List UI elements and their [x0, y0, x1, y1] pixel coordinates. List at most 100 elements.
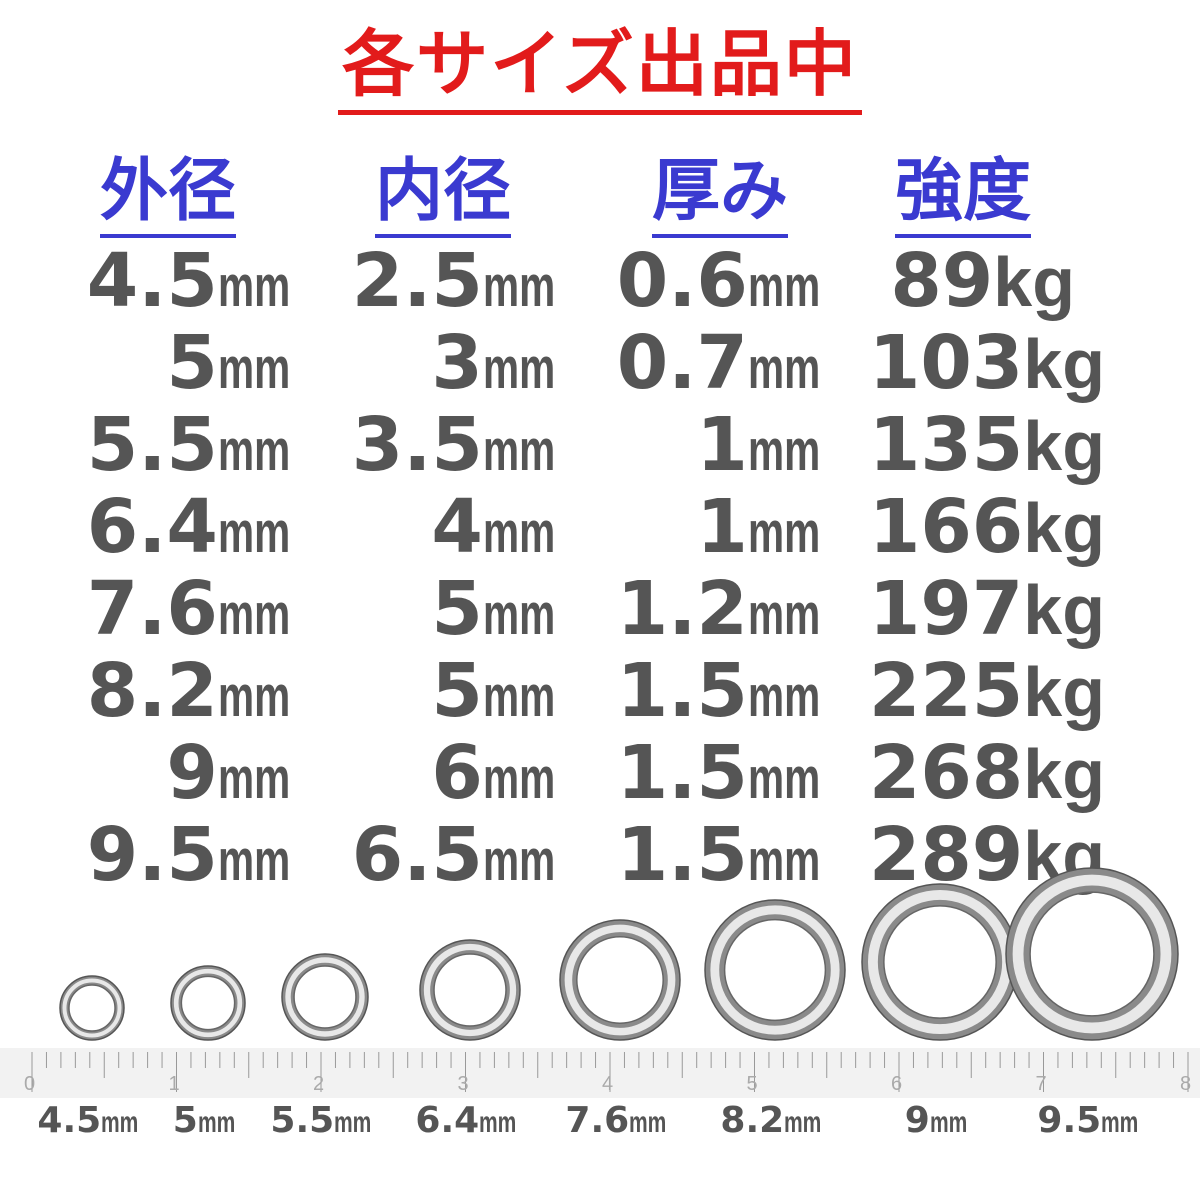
ring-inner-edge — [68, 984, 116, 1032]
ring-edge — [704, 899, 846, 1041]
ring-size-unit: mm — [197, 1106, 236, 1139]
ring-inner-edge — [433, 953, 507, 1027]
ring-size-value: 6.4 — [415, 1100, 480, 1141]
cell-unit: kg — [1023, 325, 1105, 403]
ring-inner-edge — [723, 918, 827, 1022]
ring-size-value: 5.5 — [270, 1100, 335, 1141]
ring-size-value: 4.5 — [37, 1100, 102, 1141]
cell-value: 0.7 — [616, 320, 748, 406]
cell-unit: kg — [1023, 489, 1105, 567]
table-cell: 5mm — [87, 322, 305, 404]
cell-unit: mm — [217, 746, 291, 811]
cell-unit: mm — [217, 336, 291, 401]
ring-size-unit: mm — [479, 1106, 517, 1139]
ring-size-label: 9.5mm — [1022, 1100, 1162, 1141]
ring-highlight — [868, 890, 1012, 1034]
cell-value: 5 — [431, 566, 483, 652]
cell-value: 1.5 — [616, 730, 748, 816]
ruler-label: 8 — [1180, 1073, 1191, 1095]
table-cell: 3.5mm — [352, 404, 570, 486]
cell-value: 8.2 — [86, 648, 218, 734]
ring-inner-edge — [576, 936, 664, 1024]
table-cell: 1.5mm — [617, 650, 835, 732]
ruler-label: 5 — [747, 1073, 758, 1095]
ring-size-unit: mm — [784, 1106, 822, 1139]
table-cell: 166kg — [869, 486, 1105, 568]
table-cell: 5mm — [352, 568, 570, 650]
cell-unit: mm — [482, 500, 556, 565]
cell-value: 1.5 — [616, 648, 748, 734]
table-cell: 1mm — [617, 486, 835, 568]
ring-size-unit: mm — [929, 1106, 968, 1139]
cell-value: 197 — [868, 566, 1024, 652]
cell-unit: kg — [1023, 407, 1105, 485]
table-cell: 6.5mm — [352, 814, 570, 896]
cell-unit: kg — [1023, 653, 1105, 731]
thickness-column: 0.6mm 0.7mm 1mm 1mm 1.2mm 1.5mm 1.5mm 1.5mm — [617, 240, 835, 896]
ring-inner-edge — [1029, 891, 1155, 1017]
table-cell: 289kg — [869, 814, 1105, 896]
table-cell: 197kg — [869, 568, 1105, 650]
cell-unit: mm — [482, 582, 556, 647]
table-cell: 9mm — [87, 732, 305, 814]
ruler-label: 4 — [602, 1073, 613, 1095]
header-outer-diameter: 外径 — [100, 150, 237, 238]
ring-inner-edge — [180, 975, 236, 1031]
cell-value: 2.5 — [351, 238, 483, 324]
cell-value: 4 — [431, 484, 483, 570]
cell-unit: mm — [747, 418, 821, 483]
ring-size-label: 5.5mm — [255, 1100, 395, 1141]
ring-highlight — [285, 957, 365, 1037]
ring-size-label: 8.2mm — [705, 1100, 845, 1141]
table-cell: 6.4mm — [87, 486, 305, 568]
cell-value: 1.5 — [616, 812, 748, 898]
cell-value: 268 — [868, 730, 1024, 816]
ring-size-unit: mm — [1101, 1106, 1139, 1139]
ring-size-value: 5 — [172, 1100, 198, 1141]
cell-value: 1 — [696, 402, 748, 488]
table-cell: 89kg — [869, 240, 1105, 322]
table-cell: 1mm — [617, 404, 835, 486]
ring-highlight — [710, 905, 840, 1035]
cell-unit: mm — [747, 746, 821, 811]
cell-value: 1 — [696, 484, 748, 570]
cell-unit: mm — [482, 336, 556, 401]
cell-unit: mm — [482, 664, 556, 729]
ruler-label: 0 — [24, 1073, 35, 1095]
cell-value: 135 — [868, 402, 1024, 488]
table-cell: 135kg — [869, 404, 1105, 486]
cell-unit: mm — [482, 418, 556, 483]
cell-value: 6 — [431, 730, 483, 816]
cell-value: 9 — [166, 730, 218, 816]
ring-edge — [170, 965, 246, 1041]
cell-value: 5.5 — [86, 402, 218, 488]
ruler-label: 3 — [458, 1073, 469, 1095]
table-cell: 225kg — [869, 650, 1105, 732]
cell-unit: kg — [1023, 571, 1105, 649]
cell-value: 1.2 — [616, 566, 748, 652]
ring-highlight — [62, 978, 122, 1038]
ring-size-unit: mm — [101, 1106, 139, 1139]
ring-edge — [59, 975, 125, 1041]
cell-unit: mm — [217, 582, 291, 647]
ring-size-label: 7.6mm — [550, 1100, 690, 1141]
cell-unit: mm — [482, 254, 556, 319]
ring-size-unit: mm — [334, 1106, 372, 1139]
cell-value: 3 — [431, 320, 483, 406]
ring-size-label: 4.5mm — [22, 1100, 162, 1141]
table-cell: 0.7mm — [617, 322, 835, 404]
cell-unit: mm — [482, 828, 556, 893]
table-cell: 5.5mm — [87, 404, 305, 486]
cell-unit: mm — [747, 500, 821, 565]
table-cell: 4.5mm — [87, 240, 305, 322]
ring-inner-edge — [883, 905, 997, 1019]
cell-value: 6.5 — [351, 812, 483, 898]
table-cell: 1.5mm — [617, 814, 835, 896]
ring-size-value: 7.6 — [565, 1100, 630, 1141]
cell-unit: mm — [217, 418, 291, 483]
cell-unit: mm — [747, 828, 821, 893]
ruler-label: 2 — [313, 1073, 324, 1095]
table-cell: 8.2mm — [87, 650, 305, 732]
cell-value: 289 — [868, 812, 1024, 898]
